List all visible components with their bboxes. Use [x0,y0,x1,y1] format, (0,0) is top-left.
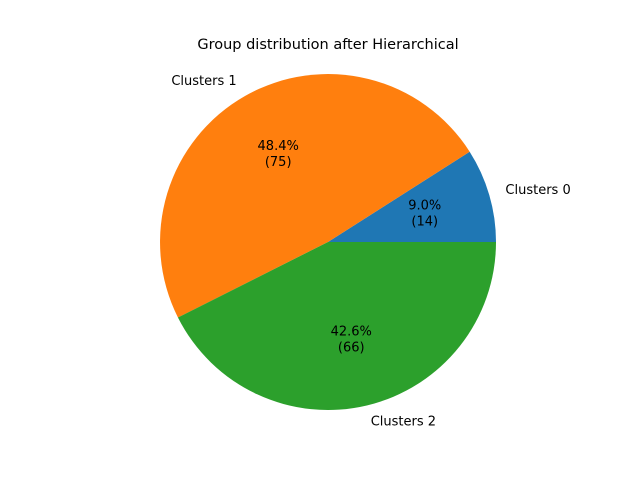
slice-count-0: (14) [411,214,438,229]
slice-percent-0: 9.0% [408,198,441,213]
slice-label-2: Clusters 2 [371,414,436,429]
slice-label-0: Clusters 0 [505,183,570,198]
pie-labels: Clusters 0 9.0%(14) Clusters 1 48.4%(75) Clu… [171,74,570,429]
pie-slice-2 [177,242,496,410]
pie-slices [160,74,496,410]
pie-slice-1 [160,74,470,318]
pie-slice-0 [328,151,496,242]
slice-label-1: Clusters 1 [171,74,236,89]
slice-count-1: (75) [265,155,292,170]
chart-title: Group distribution after Hierarchical [197,37,458,53]
slice-percent-2: 42.6% [331,325,372,340]
slice-percent-1: 48.4% [258,139,299,154]
slice-count-2: (66) [338,341,365,356]
